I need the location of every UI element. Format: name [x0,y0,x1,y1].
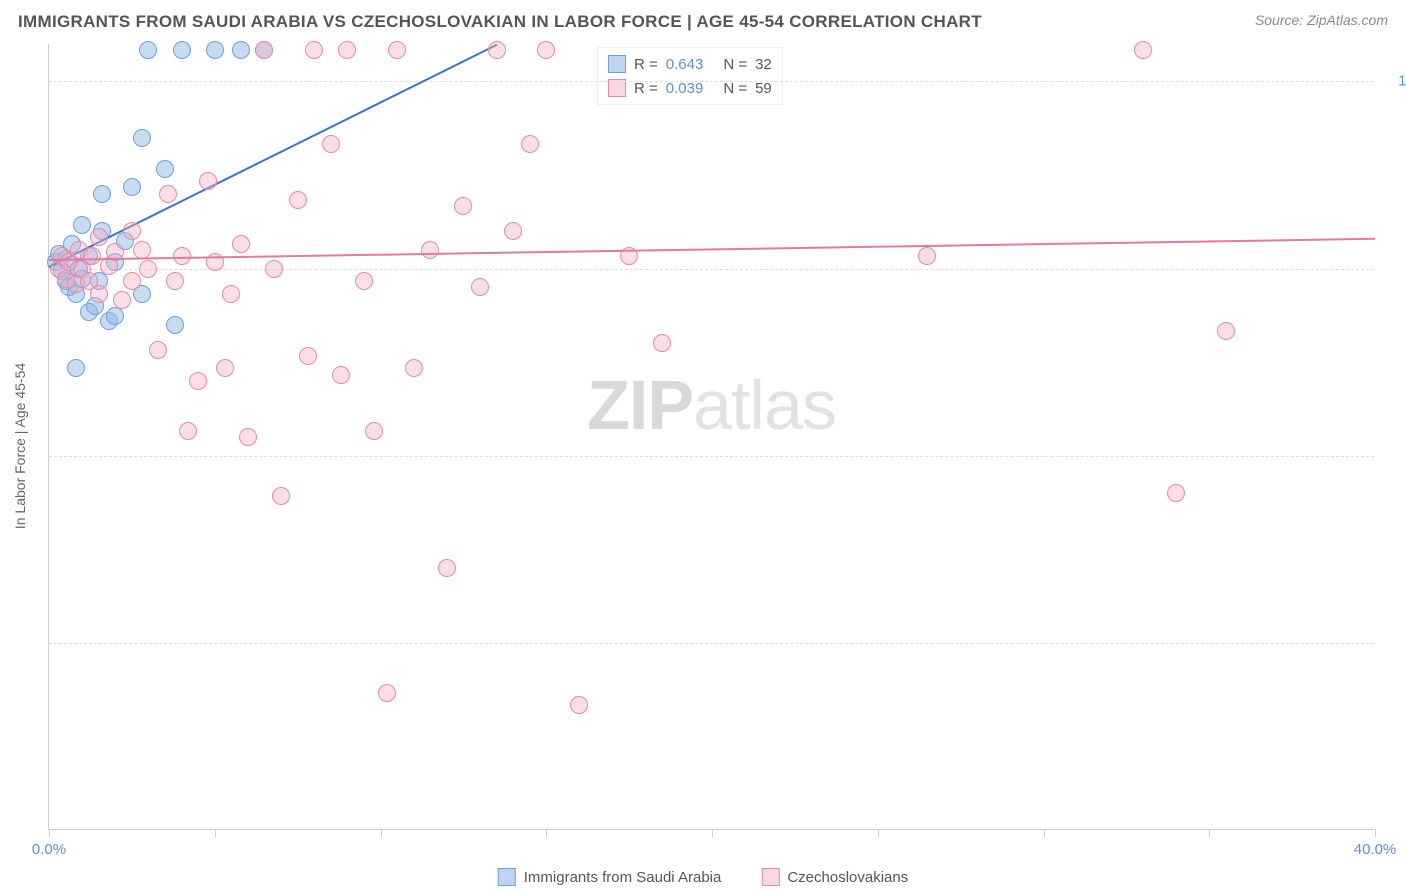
legend-label: Czechoslovakians [787,869,908,886]
data-point [139,41,157,59]
data-point [255,41,273,59]
legend-swatch-icon [498,868,516,886]
chart-title: IMMIGRANTS FROM SAUDI ARABIA VS CZECHOSL… [18,12,982,32]
data-point [289,191,307,209]
data-point [570,696,588,714]
data-point [73,216,91,234]
n-value: 32 [755,56,772,73]
data-point [537,41,555,59]
data-point [149,341,167,359]
data-point [299,347,317,365]
data-point [222,285,240,303]
data-point [93,185,111,203]
data-point [90,285,108,303]
data-point [365,422,383,440]
data-point [166,272,184,290]
x-tick [878,829,879,837]
gridline-horizontal [49,81,1374,82]
data-point [206,41,224,59]
data-point [504,222,522,240]
data-point [179,422,197,440]
legend-swatch-icon [608,55,626,73]
y-tick-label: 85.0% [1379,260,1406,277]
data-point [1134,41,1152,59]
data-point [388,41,406,59]
data-point [305,41,323,59]
x-tick [1209,829,1210,837]
gridline-horizontal [49,456,1374,457]
source-label: Source: ZipAtlas.com [1255,12,1388,28]
y-tick-label: 55.0% [1379,634,1406,651]
data-point [471,278,489,296]
data-point [123,222,141,240]
x-tick [712,829,713,837]
y-tick-label: 70.0% [1379,447,1406,464]
x-tick [49,829,50,837]
legend-row: R =0.039N = 59 [608,76,772,100]
data-point [272,487,290,505]
legend-item: Immigrants from Saudi Arabia [498,868,722,886]
data-point [239,428,257,446]
data-point [421,241,439,259]
data-point [918,247,936,265]
data-point [113,291,131,309]
data-point [173,41,191,59]
watermark: ZIPatlas [587,365,836,445]
data-point [232,235,250,253]
data-point [338,41,356,59]
plot-area: ZIPatlas R =0.643N = 32R =0.039N = 59 55… [48,44,1374,830]
data-point [232,41,250,59]
data-point [438,559,456,577]
x-tick [215,829,216,837]
data-point [405,359,423,377]
data-point [199,172,217,190]
data-point [488,41,506,59]
data-point [521,135,539,153]
data-point [133,241,151,259]
data-point [67,359,85,377]
data-point [216,359,234,377]
r-value: 0.643 [666,56,704,73]
data-point [159,185,177,203]
data-point [123,178,141,196]
data-point [355,272,373,290]
data-point [166,316,184,334]
data-point [322,135,340,153]
legend-item: Czechoslovakians [761,868,908,886]
data-point [265,260,283,278]
data-point [156,160,174,178]
legend-swatch-icon [761,868,779,886]
data-point [90,228,108,246]
data-point [1167,484,1185,502]
data-point [123,272,141,290]
data-point [189,372,207,390]
data-point [139,260,157,278]
data-point [332,366,350,384]
data-point [133,129,151,147]
x-tick-label: 0.0% [32,841,66,858]
correlation-chart: IMMIGRANTS FROM SAUDI ARABIA VS CZECHOSL… [0,0,1406,892]
y-axis-label: In Labor Force | Age 45-54 [12,363,28,529]
data-point [83,247,101,265]
data-point [106,307,124,325]
x-tick [546,829,547,837]
x-tick [1044,829,1045,837]
legend-row: R = 0.643 N = 32 [608,52,772,76]
data-point [1217,322,1235,340]
data-point [653,334,671,352]
trend-line [49,44,497,268]
x-tick [1375,829,1376,837]
legend-label: Immigrants from Saudi Arabia [524,869,722,886]
data-point [454,197,472,215]
gridline-horizontal [49,269,1374,270]
x-tick-label: 40.0% [1354,841,1397,858]
x-tick [381,829,382,837]
gridline-horizontal [49,643,1374,644]
n-label: N = [723,56,747,73]
correlation-legend: R = 0.643 N = 32 R =0.039N = 59 [597,47,783,105]
y-tick-label: 100.0% [1379,73,1406,90]
r-label: R = [634,56,658,73]
data-point [378,684,396,702]
series-legend: Immigrants from Saudi Arabia Czechoslovak… [498,868,908,886]
